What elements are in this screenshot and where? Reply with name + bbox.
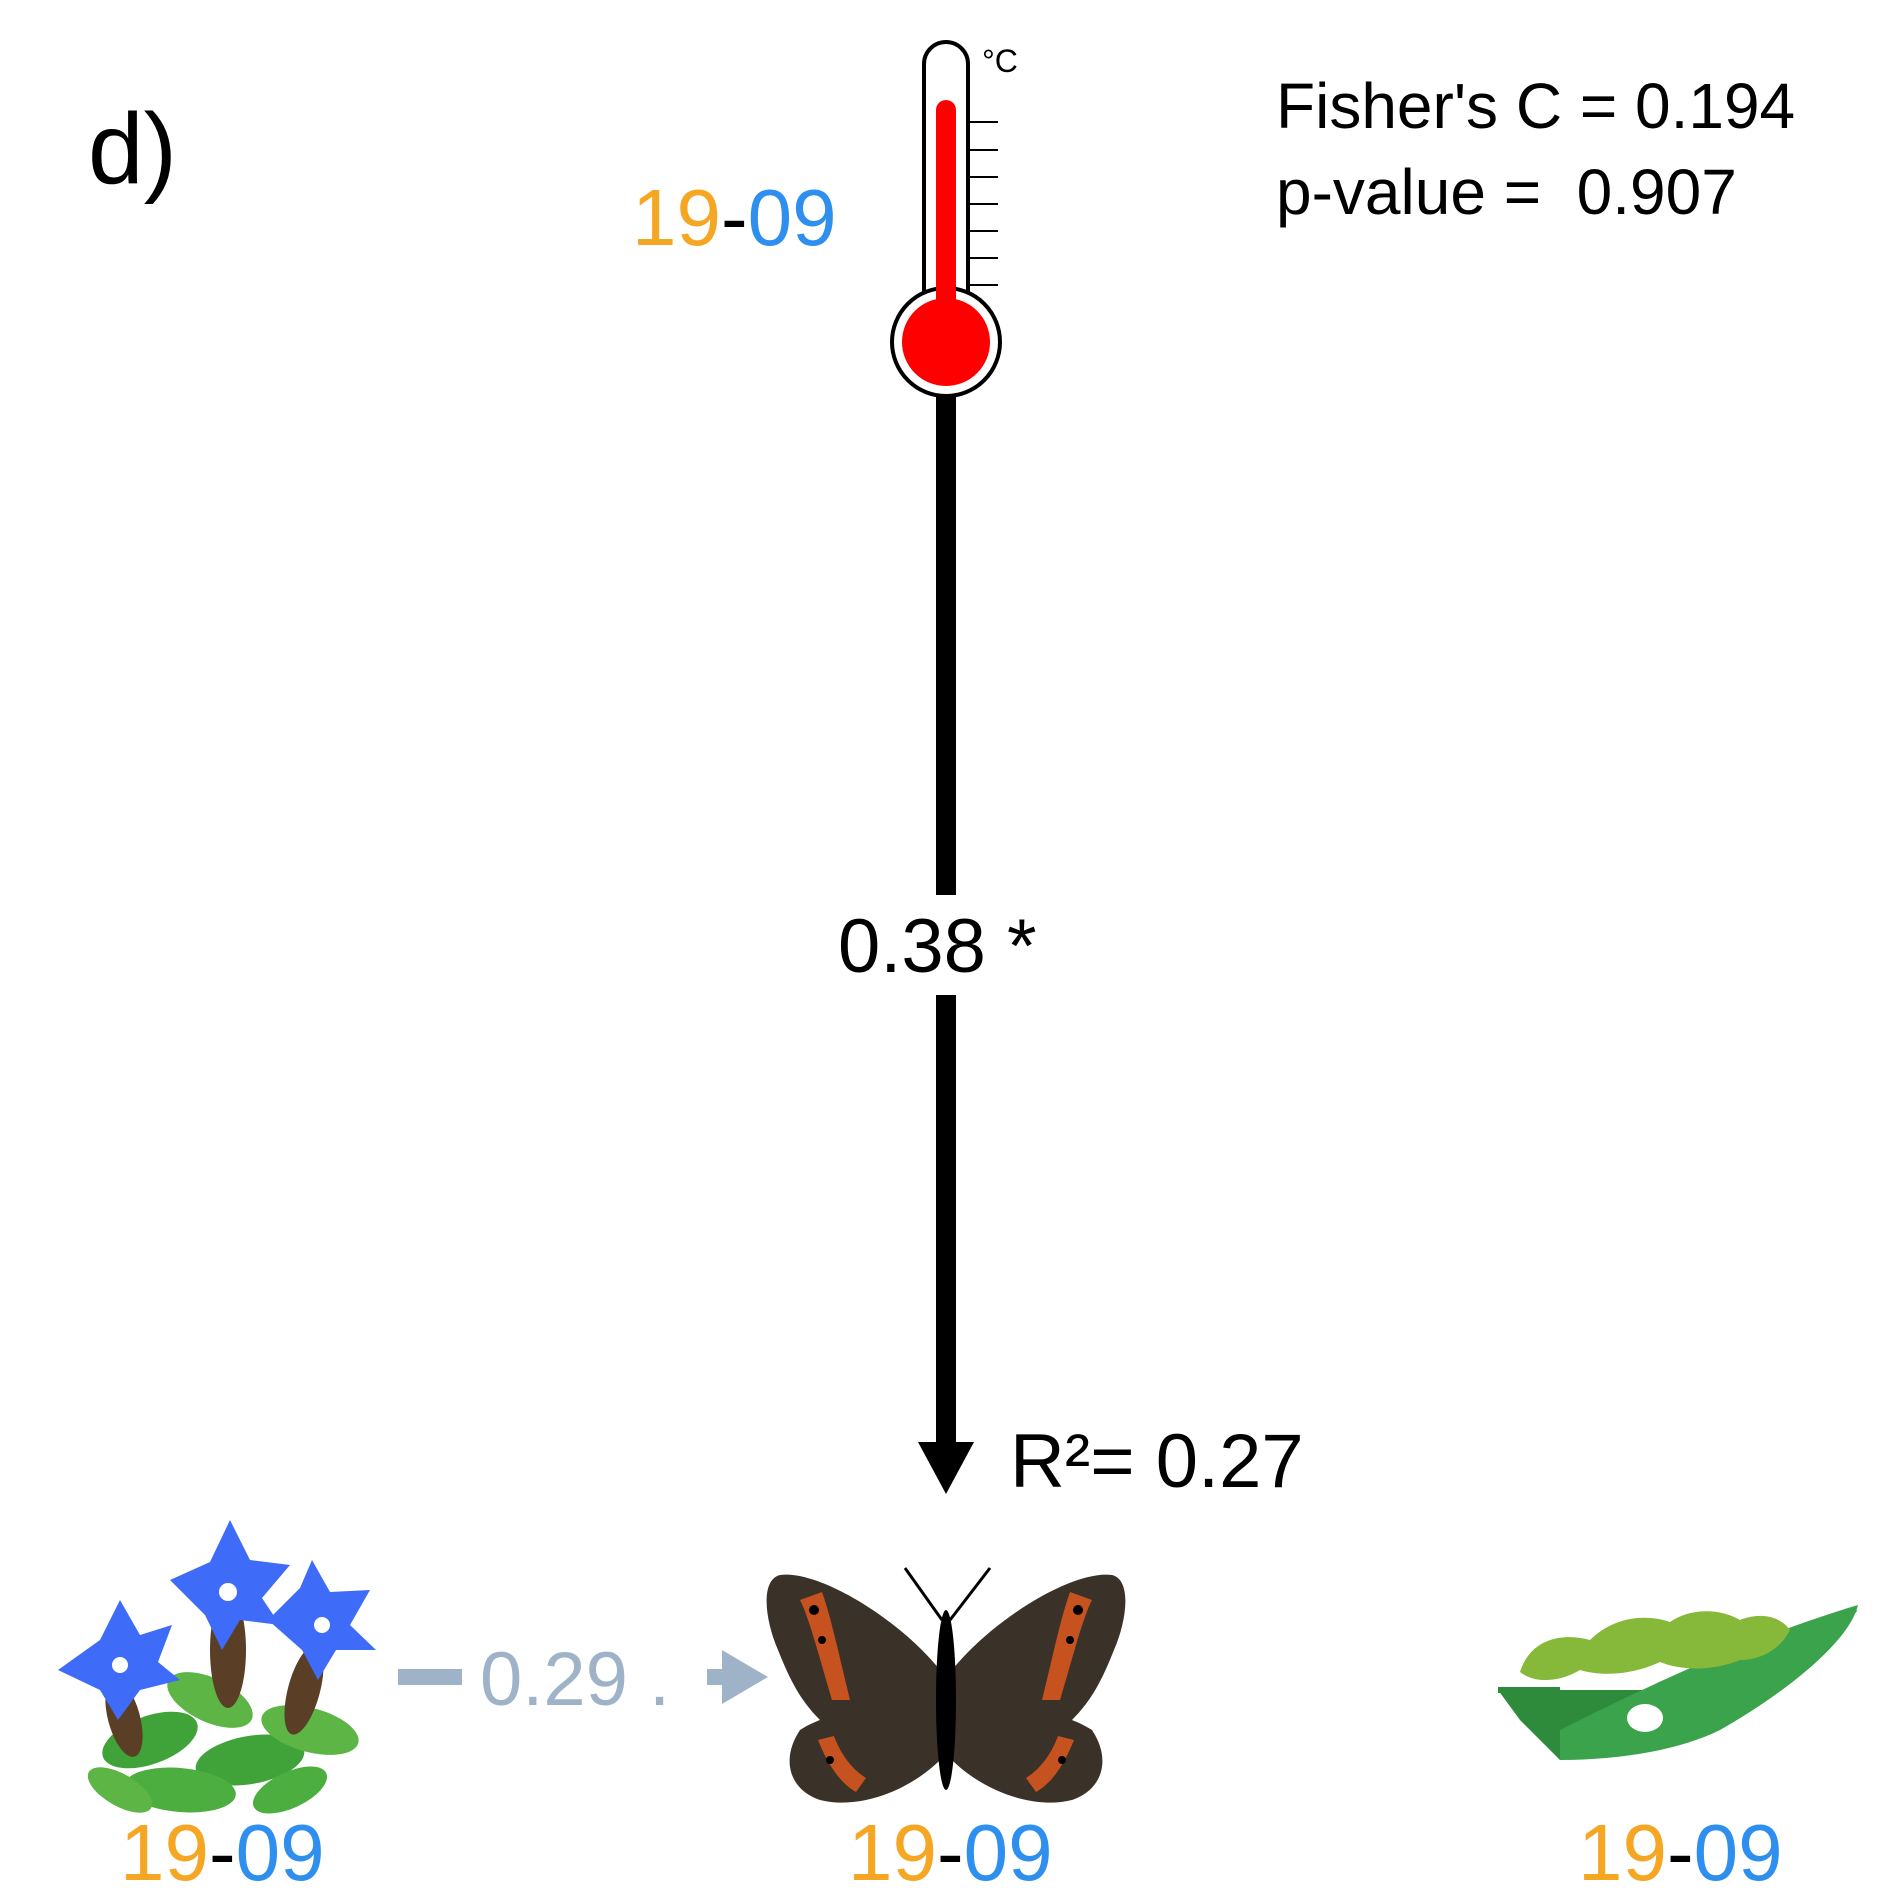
panel-label: d)	[88, 93, 177, 205]
caterpillar-period-end: 09	[1694, 1808, 1783, 1889]
caterpillar-period-start: 19	[1578, 1808, 1667, 1889]
temperature-period-end: 09	[748, 173, 837, 262]
temperature-path-coefficient: 0.38 *	[838, 904, 1037, 989]
caterpillar-on-leaf-icon	[1498, 1605, 1858, 1760]
caterpillar-period: 19-09	[1578, 1808, 1783, 1889]
temperature-period-sep: -	[721, 173, 748, 262]
p-value-stat: p-value = 0.907	[1276, 156, 1737, 228]
thermometer-icon	[890, 40, 1002, 398]
temperature-unit: °C	[982, 43, 1018, 79]
flower-period: 19-09	[120, 1808, 325, 1889]
flower-period-start: 19	[120, 1808, 209, 1889]
butterfly-r2: R²= 0.27	[1010, 1419, 1304, 1504]
butterfly-icon	[766, 1567, 1126, 1803]
flower-period-end: 09	[236, 1808, 325, 1889]
butterfly-period-end: 09	[964, 1808, 1053, 1889]
flower-path-coefficient: 0.29 .	[480, 1637, 670, 1722]
fisher-c-stat: Fisher's C = 0.194	[1276, 70, 1795, 142]
temperature-to-butterfly-arrow	[918, 396, 974, 1494]
butterfly-period-start: 19	[848, 1808, 937, 1889]
flower-period-sep: -	[209, 1808, 236, 1889]
temperature-period: 19-09	[632, 173, 837, 262]
flower-to-butterfly-arrow	[398, 1650, 768, 1704]
caterpillar-period-sep: -	[1667, 1808, 1694, 1889]
butterfly-period-sep: -	[937, 1808, 964, 1889]
butterfly-period: 19-09	[848, 1808, 1053, 1889]
temperature-period-start: 19	[632, 173, 721, 262]
gentian-flower-icon	[58, 1520, 376, 1814]
